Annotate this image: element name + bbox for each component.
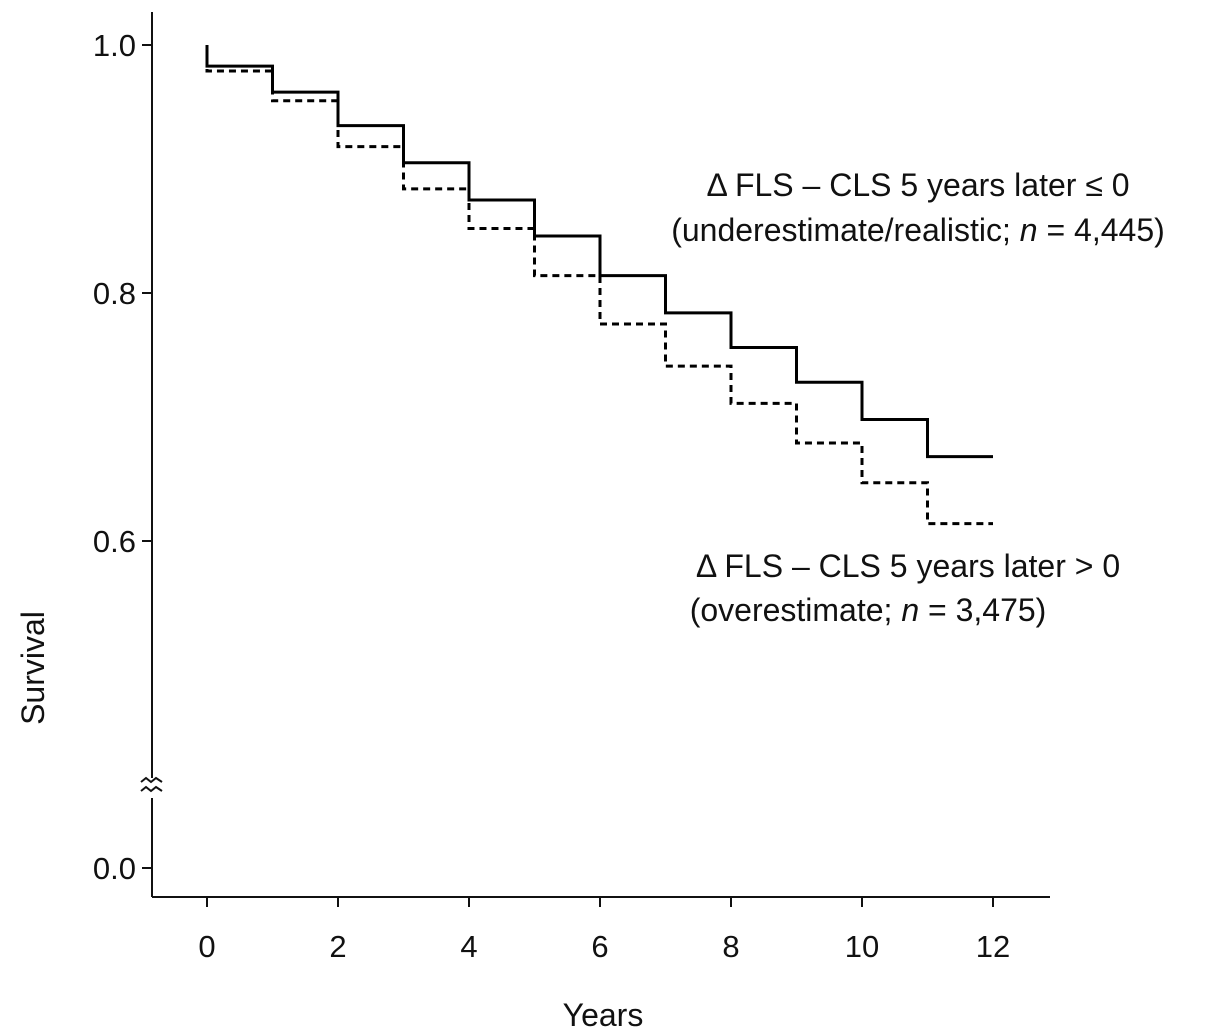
axes xyxy=(140,12,1050,898)
annotation-overestimate-line1: Δ FLS – CLS 5 years later > 0 xyxy=(696,548,1120,584)
annotation-underestimate-line1: Δ FLS – CLS 5 years later ≤ 0 xyxy=(706,167,1129,203)
y-ticks: 0.0 0.6 0.8 1.0 xyxy=(93,28,152,886)
y-tick-label: 0.0 xyxy=(93,851,136,886)
x-tick-label: 2 xyxy=(329,929,346,964)
series-line-underestimate xyxy=(205,45,993,459)
annotation-overestimate: Δ FLS – CLS 5 years later > 0 (overestim… xyxy=(690,548,1120,628)
annotation-underestimate-line2: (underestimate/realistic; n = 4,445) xyxy=(671,212,1165,248)
annotation-underestimate: Δ FLS – CLS 5 years later ≤ 0 (underesti… xyxy=(671,167,1165,248)
series-line-overestimate xyxy=(205,45,993,526)
axis-break-icon xyxy=(140,776,163,793)
x-tick-label: 4 xyxy=(460,929,477,964)
y-tick-label: 0.6 xyxy=(93,524,136,559)
x-tick-label: 0 xyxy=(198,929,215,964)
series-layer xyxy=(205,45,993,526)
x-tick-label: 6 xyxy=(591,929,608,964)
y-tick-label: 0.8 xyxy=(93,276,136,311)
y-axis-title: Survival xyxy=(15,611,51,725)
x-axis-title: Years xyxy=(563,997,644,1032)
annotation-overestimate-line2: (overestimate; n = 3,475) xyxy=(690,592,1047,628)
x-ticks: 0 2 4 6 8 10 12 xyxy=(198,897,1010,964)
x-tick-label: 8 xyxy=(722,929,739,964)
x-tick-label: 10 xyxy=(845,929,879,964)
y-tick-label: 1.0 xyxy=(93,28,136,63)
x-tick-label: 12 xyxy=(976,929,1010,964)
